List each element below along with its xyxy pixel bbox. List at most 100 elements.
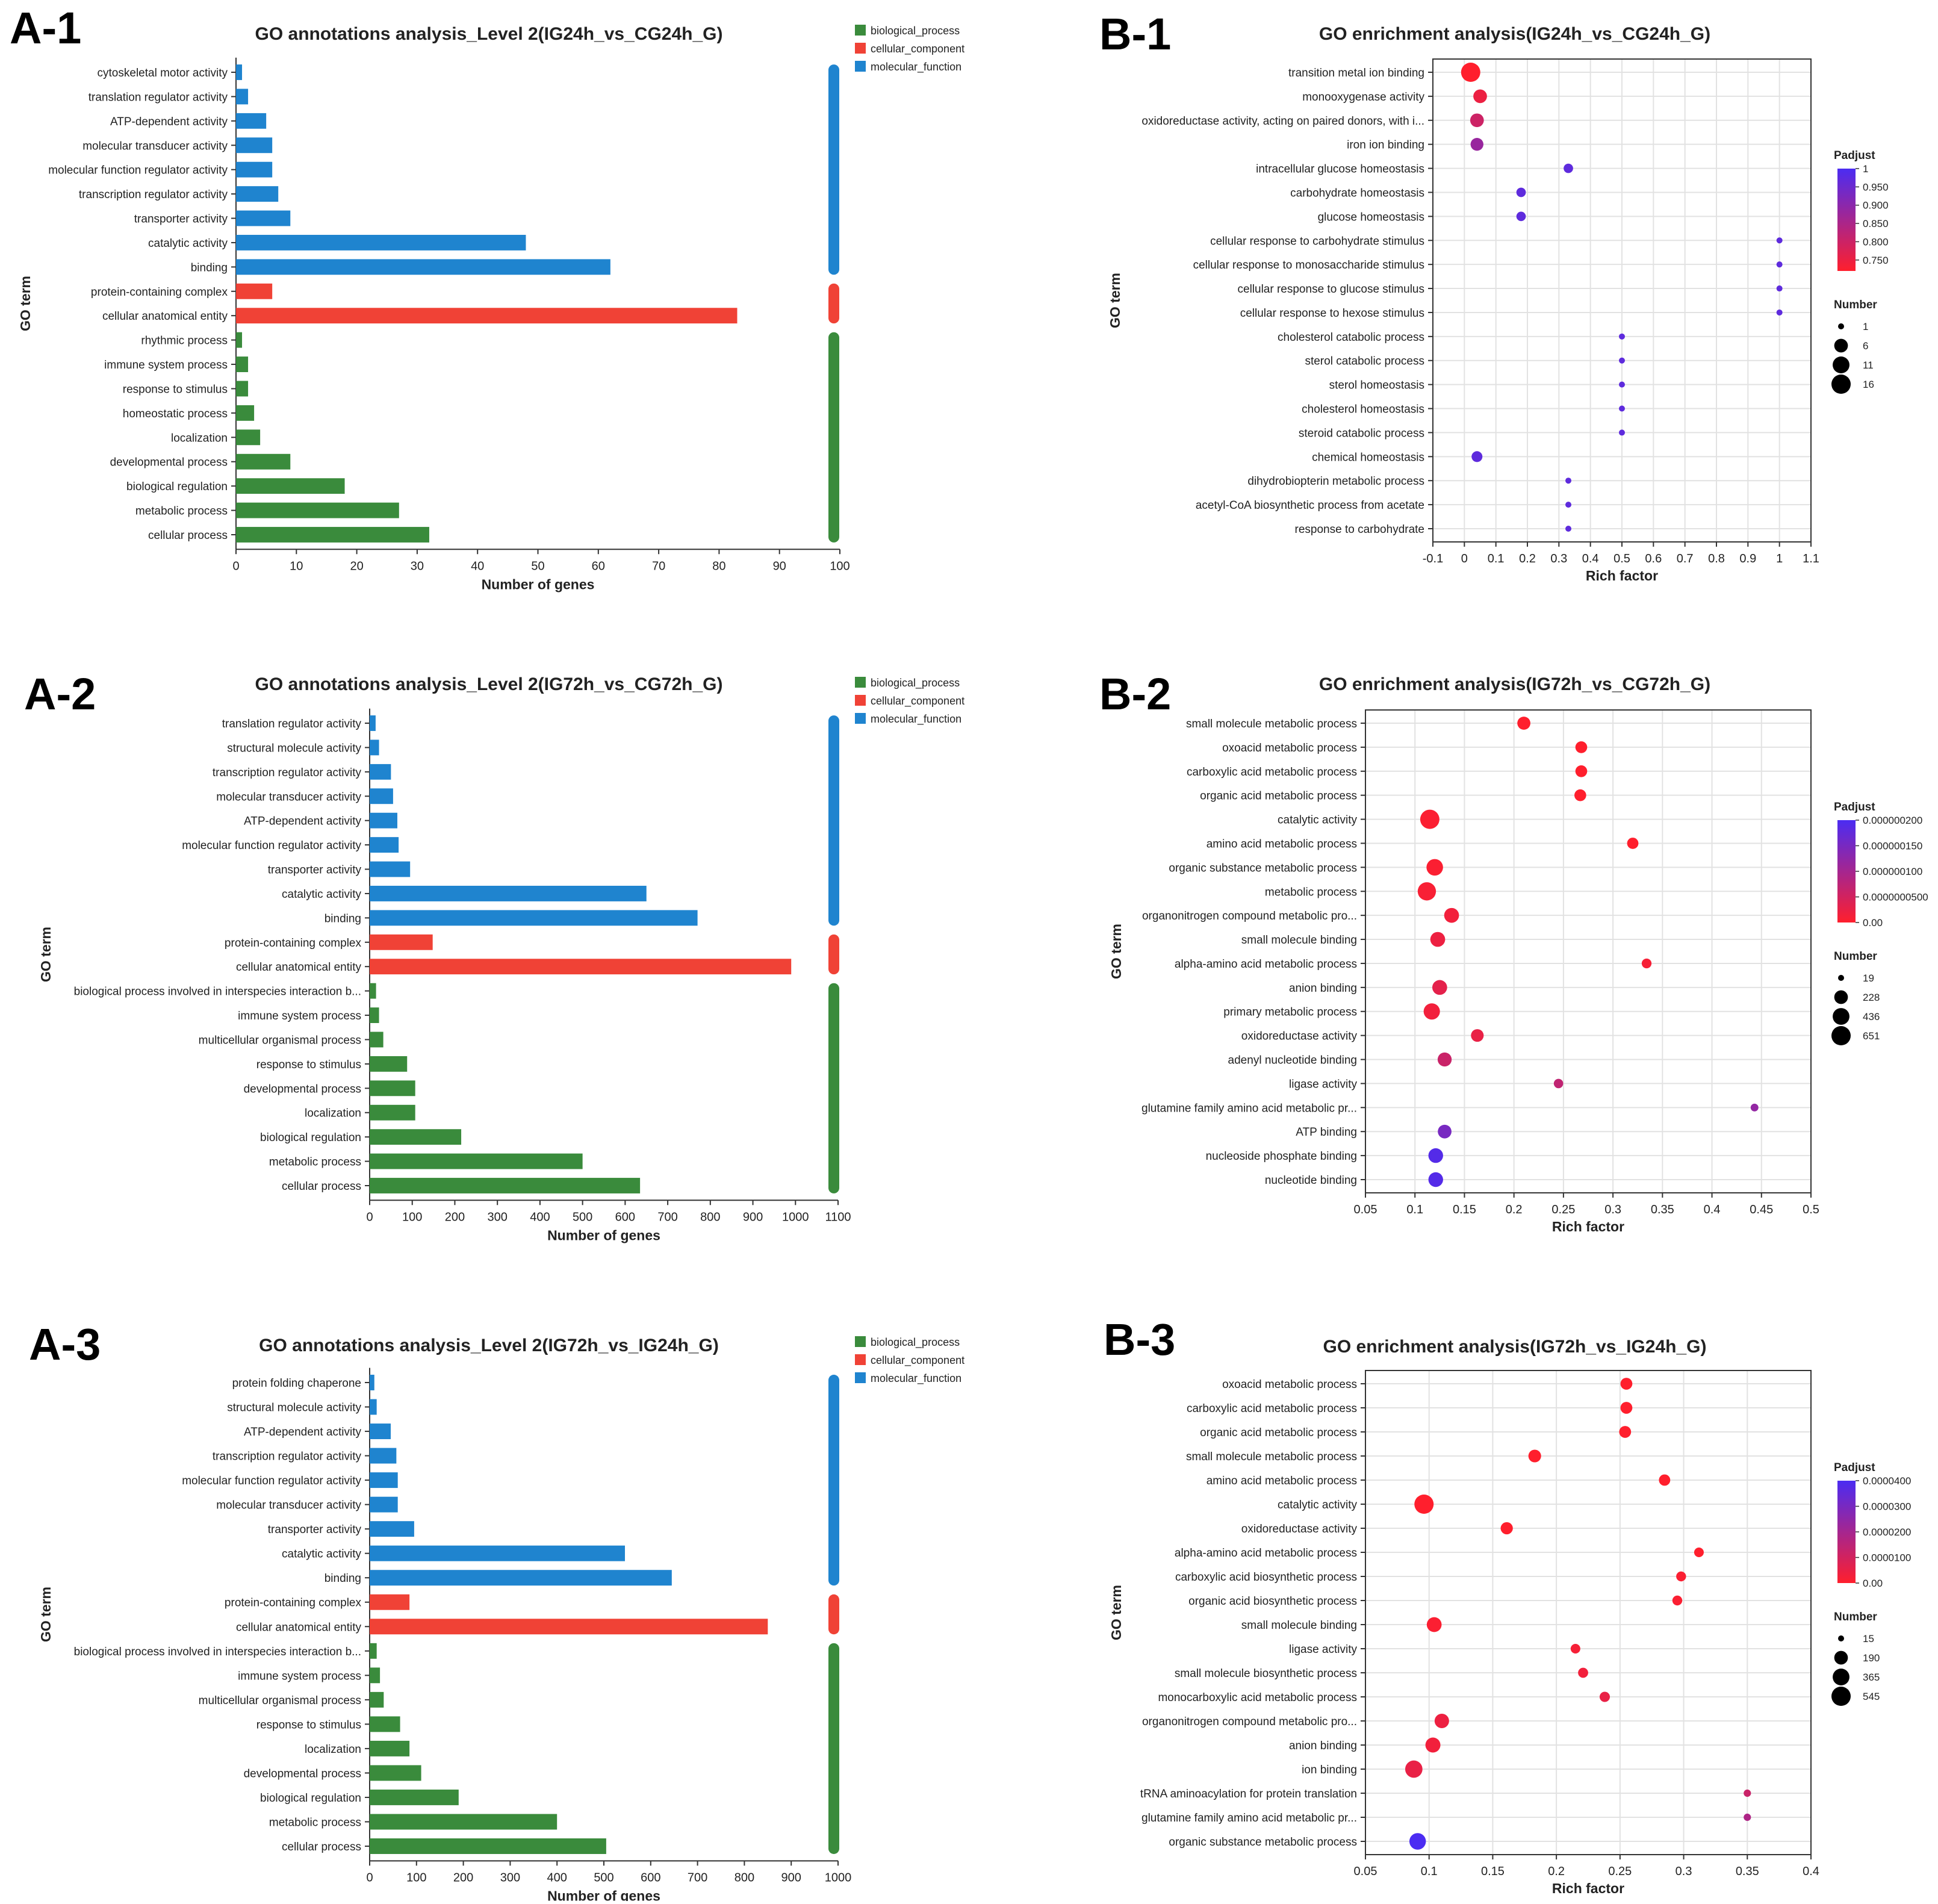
x-tick-label: 400: [530, 1210, 550, 1224]
y-tick-label: glucose homeostasis: [1318, 211, 1424, 223]
point-primary-metabolic-process: [1423, 1003, 1440, 1020]
legend-number-title: Number: [1834, 950, 1877, 963]
x-tick-label: 600: [615, 1210, 635, 1224]
point-oxidoreductase-activity: [1500, 1522, 1513, 1535]
padjust-colorbar: [1837, 820, 1856, 922]
y-axis-label: GO term: [17, 276, 33, 331]
bar-transporter-activity: [236, 210, 291, 226]
x-tick-label: 0.3: [1676, 1865, 1692, 1878]
y-tick-label: glutamine family amino acid metabolic pr…: [1141, 1102, 1357, 1115]
point-glucose-homeostasis: [1516, 211, 1526, 222]
point-organic-acid-biosynthetic-process: [1672, 1595, 1683, 1606]
y-tick-label: cellular process: [282, 1841, 361, 1853]
x-axis-label: Rich factor: [1586, 568, 1658, 583]
point-cellular-response-to-glucose-stimulus: [1776, 285, 1783, 292]
y-tick-label: cellular response to monosaccharide stim…: [1193, 259, 1424, 272]
point-small-molecule-metabolic-process: [1528, 1449, 1541, 1463]
size-legend-label: 651: [1863, 1030, 1880, 1042]
y-tick-label: organic acid metabolic process: [1200, 1426, 1357, 1439]
chart-go-enrichment-b1: GO enrichment analysis(IG24h_vs_CG24h_G)…: [1107, 24, 1889, 583]
y-tick-label: binding: [325, 912, 361, 925]
y-tick-label: alpha-amino acid metabolic process: [1175, 1547, 1357, 1560]
y-tick-label: monocarboxylic acid metabolic process: [1158, 1691, 1357, 1704]
y-tick-label: dihydrobiopterin metabolic process: [1247, 475, 1424, 488]
point-amino-acid-metabolic-process: [1659, 1474, 1671, 1486]
bar-multicellular-organismal-process: [370, 1031, 384, 1048]
legend-swatch-cellular-component: [855, 1354, 866, 1365]
chart-title: GO annotations analysis_Level 2(IG72h_vs…: [255, 674, 723, 694]
y-tick-label: transcription regulator activity: [213, 1451, 362, 1463]
y-tick-label: transition metal ion binding: [1288, 67, 1424, 79]
x-tick-label: 800: [700, 1210, 720, 1224]
x-tick-label: 0.6: [1645, 552, 1662, 565]
size-legend-label: 1: [1863, 321, 1868, 332]
bar-binding: [370, 1570, 672, 1586]
y-tick-label: oxidoreductase activity: [1241, 1523, 1358, 1535]
chart-go-annotations-a2: GO annotations analysis_Level 2(IG72h_vs…: [38, 674, 964, 1243]
legend-label: cellular_component: [871, 1354, 964, 1367]
legend-label: biological_process: [871, 677, 960, 689]
colorbar-tick-label: 0.800: [1863, 236, 1889, 247]
y-tick-label: localization: [305, 1107, 361, 1120]
group-indicator-biological-process: [828, 983, 839, 1193]
point-nucleoside-phosphate-binding: [1428, 1148, 1443, 1163]
y-tick-label: ion binding: [1302, 1764, 1357, 1776]
bar-molecular-function-regulator-activity: [370, 837, 399, 853]
x-tick-label: 50: [531, 559, 544, 573]
y-tick-label: oxoacid metabolic process: [1222, 742, 1357, 754]
bar-transporter-activity: [370, 1521, 414, 1537]
y-tick-label: protein-containing complex: [225, 937, 362, 950]
legend-swatch-biological-process: [855, 1336, 866, 1347]
y-tick-label: adenyl nucleotide binding: [1228, 1054, 1357, 1067]
point-acetyl-coa-biosynthetic-process-from-acetate: [1565, 502, 1572, 508]
y-tick-label: biological regulation: [260, 1131, 361, 1144]
y-tick-label: iron ion binding: [1347, 139, 1424, 152]
x-tick-label: 10: [290, 559, 303, 573]
legend-label: molecular_function: [871, 1372, 961, 1385]
y-tick-label: organic acid biosynthetic process: [1188, 1595, 1357, 1608]
chart-title: GO enrichment analysis(IG72h_vs_CG72h_G): [1319, 674, 1710, 694]
point-small-molecule-binding: [1426, 1617, 1442, 1632]
y-tick-label: structural molecule activity: [227, 1402, 361, 1414]
point-monocarboxylic-acid-metabolic-process: [1599, 1691, 1610, 1702]
x-tick-label: 40: [471, 559, 484, 573]
y-tick-label: catalytic activity: [1278, 1499, 1357, 1511]
colorbar-tick-label: 0.750: [1863, 255, 1889, 266]
y-tick-label: response to carbohydrate: [1295, 523, 1424, 536]
y-tick-label: molecular function regulator activity: [48, 164, 228, 177]
y-tick-label: intracellular glucose homeostasis: [1256, 163, 1424, 176]
x-axis-label: Rich factor: [1552, 1219, 1624, 1234]
point-carboxylic-acid-metabolic-process: [1620, 1402, 1633, 1414]
chart-go-annotations-a1: GO annotations analysis_Level 2(IG24h_vs…: [17, 24, 964, 592]
y-tick-label: translation regulator activity: [89, 91, 228, 104]
y-tick-label: multicellular organismal process: [199, 1694, 361, 1707]
y-tick-label: response to stimulus: [123, 383, 228, 396]
bar-cellular-process: [370, 1838, 606, 1854]
size-legend-dot: [1831, 1687, 1851, 1706]
point-oxidoreductase-activity-acting-on-paired-donors-with-i: [1470, 113, 1484, 128]
y-tick-label: primary metabolic process: [1223, 1006, 1357, 1019]
y-tick-label: developmental process: [244, 1083, 361, 1095]
x-tick-label: 0.5: [1803, 1203, 1819, 1216]
chart-title: GO annotations analysis_Level 2(IG72h_vs…: [259, 1336, 719, 1355]
x-tick-label: 100: [402, 1210, 422, 1224]
group-indicator-cellular-component: [828, 934, 839, 975]
legend-swatch-molecular-function: [855, 713, 866, 724]
y-tick-label: translation regulator activity: [222, 718, 362, 730]
y-tick-label: metabolic process: [1265, 886, 1357, 898]
y-tick-label: amino acid metabolic process: [1207, 838, 1357, 850]
y-tick-label: carboxylic acid metabolic process: [1187, 1402, 1357, 1415]
point-sterol-catabolic-process: [1619, 357, 1625, 364]
y-tick-label: binding: [191, 261, 228, 274]
point-adenyl-nucleotide-binding: [1437, 1052, 1452, 1067]
y-tick-label: immune system process: [104, 359, 228, 372]
panel-letter-b3: B-3: [1104, 1314, 1175, 1364]
x-tick-label: 900: [781, 1871, 801, 1884]
group-indicator-cellular-component: [828, 283, 839, 324]
panel-letter-a3: A-3: [29, 1319, 101, 1369]
y-tick-label: cholesterol catabolic process: [1278, 331, 1424, 344]
colorbar-tick-label: 0.950: [1863, 181, 1889, 193]
y-tick-label: cellular process: [282, 1180, 361, 1193]
legend-number-title: Number: [1834, 299, 1877, 311]
